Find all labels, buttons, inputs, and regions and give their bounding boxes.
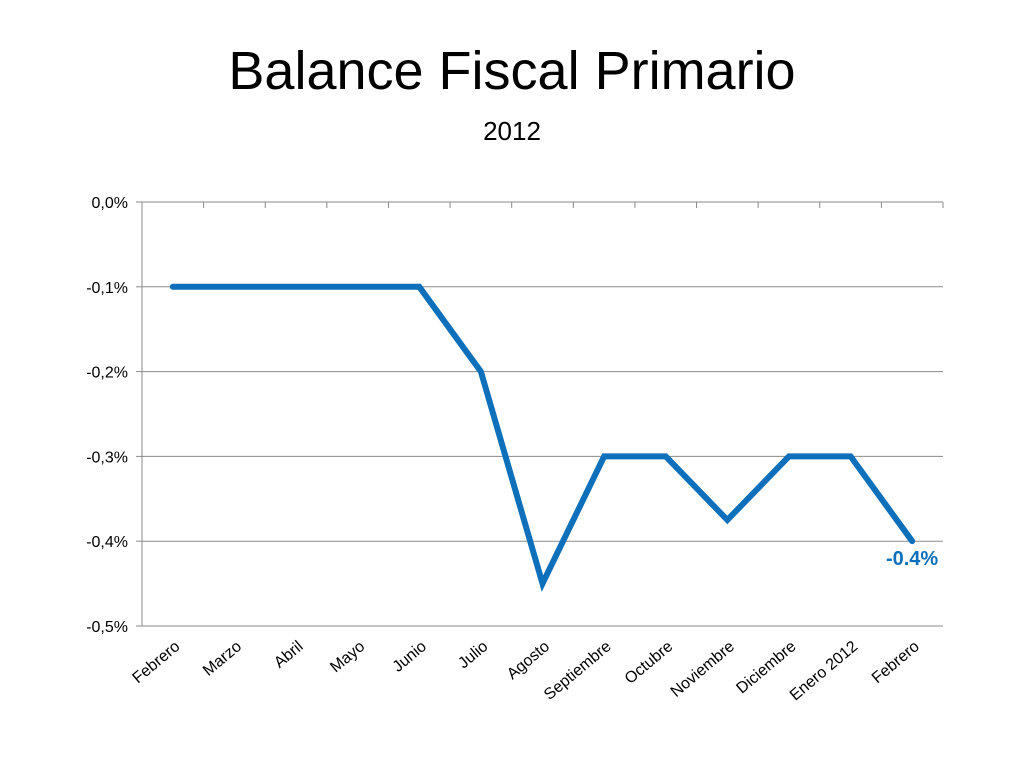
- x-tick-label: Septiembre: [541, 638, 615, 704]
- label-layer: -0.4%: [886, 548, 938, 570]
- x-tick-label: Noviembre: [668, 638, 738, 701]
- x-tick-label: Agosto: [504, 638, 553, 683]
- page-subtitle: 2012: [483, 116, 541, 146]
- y-tick-label: -0,5%: [86, 619, 128, 636]
- y-tick-label: 0,0%: [92, 195, 128, 212]
- x-tick-label: Enero 2012: [787, 638, 861, 704]
- series-layer: [169, 283, 916, 592]
- x-tick-label: Octubre: [622, 638, 677, 688]
- y-tick-label: -0,2%: [86, 365, 128, 382]
- x-tick-label: Febrero: [130, 638, 184, 687]
- data-label: -0.4%: [886, 548, 938, 570]
- x-tick-label: Abril: [271, 638, 306, 672]
- y-tick-label: -0,4%: [86, 534, 128, 551]
- y-tick-label: -0,3%: [86, 449, 128, 466]
- x-tick-label: Marzo: [200, 638, 245, 680]
- x-tick-label: Julio: [455, 638, 491, 672]
- x-tick-label: Febrero: [869, 638, 923, 687]
- series-line: [169, 283, 916, 592]
- x-tick-label: Junio: [390, 638, 430, 676]
- axis-layer: 0,0%-0,1%-0,2%-0,3%-0,4%-0,5%Febrero Marz…: [86, 195, 944, 704]
- x-tick-label: Mayo: [327, 638, 368, 676]
- y-tick-label: -0,1%: [86, 280, 128, 297]
- page-title: Balance Fiscal Primario: [228, 41, 796, 101]
- grid-layer: [142, 201, 943, 627]
